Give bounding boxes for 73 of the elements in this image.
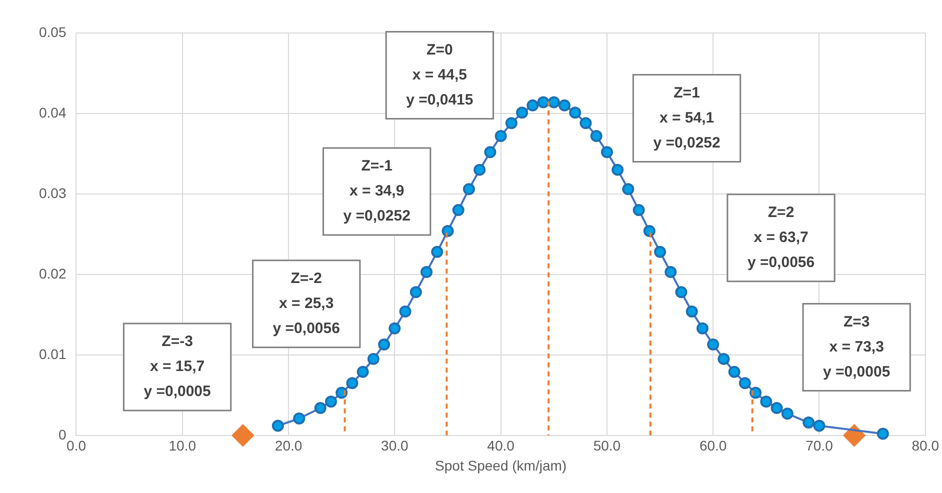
point	[484, 146, 496, 158]
point	[537, 96, 550, 108]
point	[813, 420, 826, 432]
annotation: Z=3 x = 73,3 y =0,0005	[823, 313, 890, 380]
point	[760, 396, 772, 408]
point	[356, 366, 369, 378]
point	[600, 146, 613, 158]
point	[738, 377, 751, 390]
point	[643, 224, 656, 237]
x-tick-label: 0.0	[66, 438, 86, 454]
x-tick-label: 50.0	[593, 438, 621, 454]
point	[442, 224, 454, 237]
y-tick-label: 0.01	[39, 346, 66, 362]
point	[802, 416, 815, 429]
point	[707, 338, 720, 350]
y-tick-label: 0.05	[39, 24, 66, 40]
annotation: Z=1 x = 54,1 y =0,0252	[653, 84, 720, 152]
point	[346, 377, 358, 390]
point	[580, 117, 592, 130]
x-tick-label: 80.0	[912, 438, 940, 454]
point	[232, 424, 254, 446]
x-tick-label: 40.0	[487, 438, 515, 454]
point	[367, 352, 380, 365]
point	[558, 99, 570, 112]
point	[876, 428, 889, 440]
point	[548, 96, 560, 108]
point	[378, 338, 390, 350]
point	[632, 204, 645, 216]
point	[272, 420, 284, 432]
point	[590, 130, 602, 142]
point	[314, 402, 326, 414]
x-tick-label: 10.0	[168, 438, 196, 454]
y-tick-label: 0	[58, 426, 66, 442]
point	[505, 117, 518, 130]
point	[612, 164, 624, 176]
y-tick-label: 0.03	[39, 184, 66, 201]
point	[388, 322, 401, 334]
x-tick-label: 70.0	[806, 438, 834, 454]
annotation: Z=-2 x = 25,3 y =0,0056	[272, 270, 340, 337]
point	[696, 322, 708, 334]
point	[494, 130, 507, 142]
point	[622, 183, 634, 196]
x-axis-title: Spot Speed (km/jam)	[435, 457, 567, 474]
point	[664, 266, 677, 278]
y-tick-label: 0.02	[39, 265, 66, 282]
point	[843, 424, 866, 446]
point	[474, 164, 486, 176]
annotation: Z=-1 x = 34,9 y =0,0252	[343, 158, 410, 225]
y-tick-label: 0.04	[39, 104, 66, 120]
point	[781, 408, 794, 420]
point	[420, 266, 433, 278]
annotation: Z=-3 x = 15,7 y =0,0005	[144, 333, 211, 400]
point	[770, 402, 783, 414]
point	[569, 106, 582, 119]
annotation: Z=2 x = 63,7 y =0,0056	[747, 204, 815, 271]
point	[728, 366, 740, 378]
point	[431, 246, 444, 258]
point	[686, 305, 698, 318]
x-tick-label: 20.0	[274, 438, 302, 454]
point	[399, 305, 412, 318]
annotation: Z=0 x = 44,5 y =0,0415	[406, 41, 474, 108]
point	[293, 412, 306, 424]
x-tick-label: 60.0	[699, 438, 727, 454]
point	[675, 286, 688, 298]
point	[526, 99, 539, 112]
point	[516, 106, 528, 119]
point	[410, 286, 422, 298]
point	[452, 204, 464, 216]
point	[654, 246, 666, 258]
point	[718, 352, 730, 365]
x-tick-label: 30.0	[381, 438, 409, 454]
point	[324, 396, 337, 408]
point	[462, 183, 475, 196]
